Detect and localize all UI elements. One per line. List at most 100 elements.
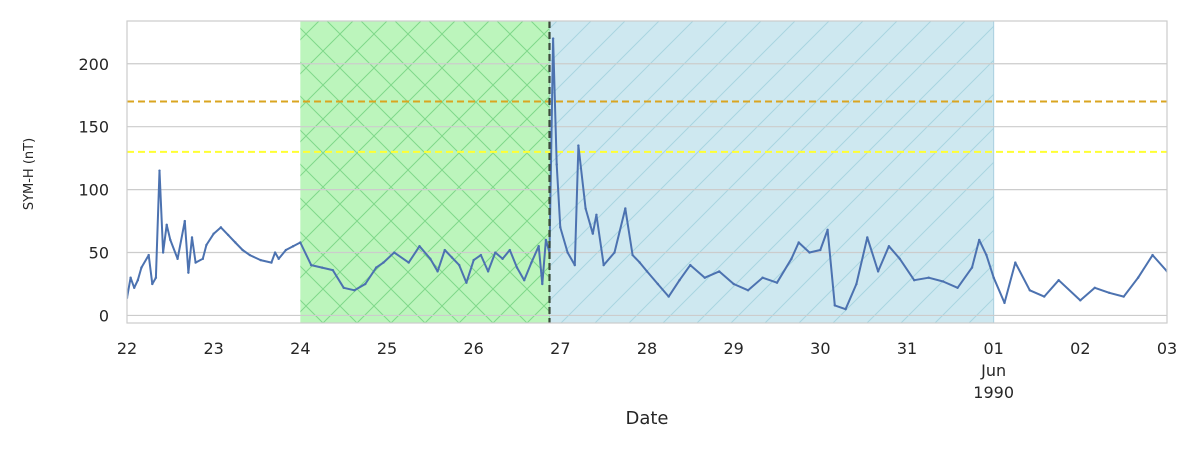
x-tick-label-28: 28 [637, 339, 657, 358]
x-tick-label-22: 22 [117, 339, 137, 358]
y-axis-label: SYM-H (nT) [22, 138, 37, 210]
data-point [790, 257, 793, 261]
data-point [678, 279, 681, 282]
data-point [140, 266, 143, 269]
data-point [1014, 261, 1017, 264]
x-tick-label-31: 31 [897, 339, 917, 358]
x-tick-label-03: 03 [1157, 339, 1177, 358]
x-tick-label-26: 26 [463, 339, 483, 358]
data-point [927, 276, 930, 279]
data-point [273, 251, 277, 254]
data-point [584, 207, 587, 210]
data-point [541, 282, 544, 286]
data-point [458, 263, 461, 267]
y-tick-labels: 0 50 100 150 200 [78, 55, 109, 326]
data-point [248, 253, 251, 257]
data-point [689, 263, 692, 267]
data-point [844, 307, 847, 311]
y-tick-label-150: 150 [78, 118, 109, 137]
data-point [941, 280, 945, 283]
data-point [978, 238, 981, 242]
gridlines [127, 63, 1167, 317]
data-point [151, 282, 154, 286]
data-point [638, 261, 641, 264]
data-point [551, 37, 555, 40]
data-point [1151, 253, 1154, 257]
data-point [591, 232, 595, 235]
data-point [291, 245, 295, 248]
data-point [866, 236, 869, 239]
data-point [501, 257, 504, 261]
data-point [555, 163, 558, 166]
data-point [515, 266, 519, 269]
x-tick-label-line: 25 [377, 339, 397, 358]
data-point [436, 270, 439, 273]
x-tick-label-line: 24 [290, 339, 310, 358]
data-point [429, 257, 432, 261]
data-point [259, 258, 262, 262]
data-point [158, 169, 161, 172]
data-point [566, 251, 569, 254]
data-point [1093, 286, 1096, 289]
data-point [746, 289, 750, 292]
data-point [797, 241, 800, 244]
data-point [573, 263, 576, 267]
data-point [645, 270, 649, 273]
data-point [284, 248, 288, 252]
data-point [443, 248, 446, 252]
x-tick-label-line: 23 [203, 339, 223, 358]
data-point [761, 276, 764, 279]
data-point [136, 279, 140, 282]
data-point [602, 263, 605, 267]
data-point [1043, 295, 1046, 298]
data-point [219, 226, 223, 229]
x-tick-label-line: 31 [897, 339, 917, 358]
data-point [165, 223, 168, 227]
x-tick-label-line: 01 [983, 339, 1003, 358]
data-point [775, 281, 779, 284]
data-point [418, 245, 421, 248]
data-point [631, 253, 634, 257]
data-point [393, 251, 396, 254]
x-tick-label-line: 26 [463, 339, 483, 358]
data-point [992, 276, 995, 279]
data-point [732, 282, 735, 286]
data-point [970, 266, 974, 269]
y-tick-label-100: 100 [78, 181, 109, 200]
data-point [956, 286, 959, 289]
x-tick-label-01: 01 Jun 1990 [973, 339, 1014, 402]
data-point [595, 213, 598, 216]
x-tick-label-line: 27 [550, 339, 570, 358]
x-tick-label-line: 02 [1070, 339, 1090, 358]
data-point [277, 257, 280, 261]
data-point [876, 270, 880, 273]
data-point [855, 282, 858, 286]
x-tick-label-line: 28 [637, 339, 657, 358]
x-tick-label-line: 29 [723, 339, 743, 358]
data-point [544, 238, 548, 242]
data-point [624, 207, 627, 210]
data-point [718, 270, 721, 273]
data-point [374, 266, 378, 269]
data-point [833, 304, 836, 307]
data-point [320, 266, 324, 269]
shaded-region-hatch-2 [549, 21, 994, 323]
data-point [364, 282, 367, 286]
data-point [176, 257, 179, 261]
data-point [226, 233, 230, 237]
data-point [656, 282, 660, 286]
data-point [985, 253, 988, 257]
data-point [887, 245, 891, 248]
data-point [486, 270, 490, 273]
x-tick-labels: 22 23 24 25 26 27 28 29 30 31 01 Jun 1990 02 03 [117, 339, 1177, 402]
x-tick-label-23: 23 [203, 339, 223, 358]
y-tick-label-200: 200 [78, 55, 109, 74]
x-tick-label-line: Jun [980, 361, 1006, 380]
shaded-region-hatch-1 [300, 21, 550, 323]
x-tick-label-line: 1990 [973, 383, 1014, 402]
x-tick-label-25: 25 [377, 339, 397, 358]
data-point [450, 256, 454, 259]
shaded-regions [300, 21, 995, 323]
data-point [183, 219, 186, 223]
